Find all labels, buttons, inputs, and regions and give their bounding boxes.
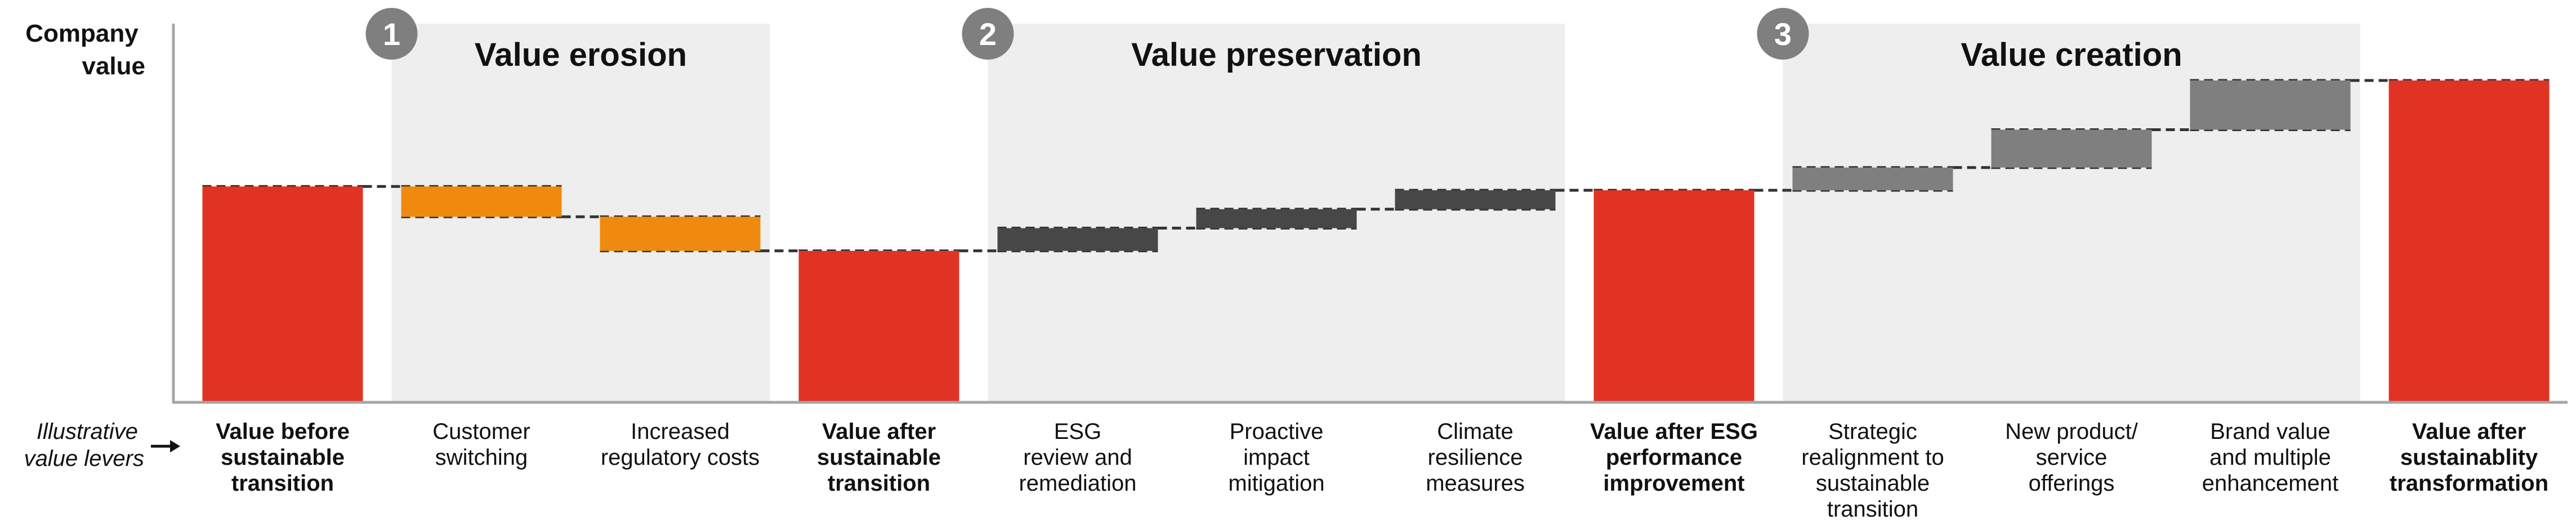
category-label-3: Increased regulatory costs [601, 419, 760, 470]
category-label-7: Climate resilience measures [1426, 419, 1525, 496]
category-label-11: Brand value and multiple enhancement [2202, 419, 2338, 496]
category-label-line: sustainable [1816, 471, 1930, 496]
bar-11 [2190, 80, 2351, 130]
bar-10 [1991, 129, 2152, 168]
category-label-4: Value after sustainable transition [817, 419, 941, 496]
category-label-line: remediation [1019, 471, 1136, 496]
category-label-5: ESG review and remediation [1019, 419, 1136, 496]
category-label-line: ESG [1054, 419, 1101, 444]
bars [202, 80, 2550, 402]
category-label-line: Value after [822, 419, 936, 444]
section-backgrounds [391, 24, 2360, 402]
category-label-line: Strategic [1828, 419, 1917, 444]
category-label-line: enhancement [2202, 471, 2338, 496]
section-badge-1 [365, 8, 418, 60]
section-number-2: 2 [979, 16, 997, 52]
section-badge-3 [1757, 8, 1809, 60]
bar-2 [401, 186, 562, 217]
category-label-line: realignment to [1801, 445, 1944, 470]
category-label-line: regulatory costs [601, 445, 760, 470]
bar-8 [1593, 190, 1754, 402]
category-label-line: switching [435, 445, 528, 470]
category-label-line: Value before [216, 419, 350, 444]
bar-6 [1196, 209, 1357, 228]
category-label-line: resilience [1428, 445, 1523, 470]
category-label-line: Value after [2412, 419, 2526, 444]
category-label-line: performance [1606, 445, 1742, 470]
category-label-9: Strategic realignment to sustainable transi… [1801, 419, 1944, 522]
levers-arrow-icon [151, 440, 180, 452]
category-label-line: sustainablity [2400, 445, 2538, 470]
category-label-line: mitigation [1228, 471, 1324, 496]
category-label-line: offerings [2029, 471, 2115, 496]
category-label-2: Customer switching [432, 419, 530, 470]
category-label-8: Value after ESG performance improvement [1590, 419, 1758, 496]
category-label-line: Proactive [1230, 419, 1324, 444]
section-badges: 1 2 3 [365, 8, 1809, 60]
levers-label: Illustrative value levers [24, 419, 144, 471]
section-title-2: Value preservation [1131, 37, 1422, 73]
category-label-line: review and [1023, 445, 1132, 470]
category-label-1: Value before sustainable transition [216, 419, 350, 496]
category-label-line: transformation [2390, 471, 2548, 496]
section-number-3: 3 [1774, 16, 1792, 52]
category-label-line: Customer [432, 419, 530, 444]
section-title-3: Value creation [1961, 37, 2182, 73]
section-titles: Value erosion Value preservation Value cre… [475, 37, 2182, 73]
category-label-12: Value after sustainablity transformation [2390, 419, 2548, 496]
bar-9 [1792, 167, 1953, 191]
category-label-line: Value after ESG [1590, 419, 1758, 444]
bar-1 [202, 186, 363, 402]
category-label-line: service [2036, 445, 2108, 470]
category-label-line: and multiple [2209, 445, 2331, 470]
bar-12 [2389, 80, 2550, 402]
category-labels: Value before sustainable transitionCustome… [216, 419, 2548, 522]
bar-7 [1395, 190, 1556, 209]
axes [172, 24, 2568, 404]
section-number-1: 1 [383, 16, 400, 52]
category-label-line: Increased [631, 419, 730, 444]
bar-4 [798, 250, 959, 402]
category-label-line: transition [1827, 497, 1918, 522]
category-label-line: sustainable [221, 445, 345, 470]
section-badge-2 [962, 8, 1014, 60]
y-axis-title: Company value [25, 20, 145, 80]
category-label-line: Brand value [2210, 419, 2330, 444]
category-label-line: Climate [1437, 419, 1514, 444]
category-label-line: transition [231, 471, 334, 496]
category-label-line: sustainable [817, 445, 941, 470]
bar-5 [997, 228, 1158, 251]
section-title-1: Value erosion [475, 37, 687, 73]
category-label-line: New product/ [2005, 419, 2139, 444]
category-label-10: New product/service offerings [2005, 419, 2139, 496]
category-label-line: transition [828, 471, 930, 496]
category-label-6: Proactive impact mitigation [1228, 419, 1324, 496]
category-label-line: measures [1426, 471, 1525, 496]
category-label-line: improvement [1603, 471, 1744, 496]
category-label-line: impact [1243, 445, 1310, 470]
bar-3 [600, 217, 761, 251]
